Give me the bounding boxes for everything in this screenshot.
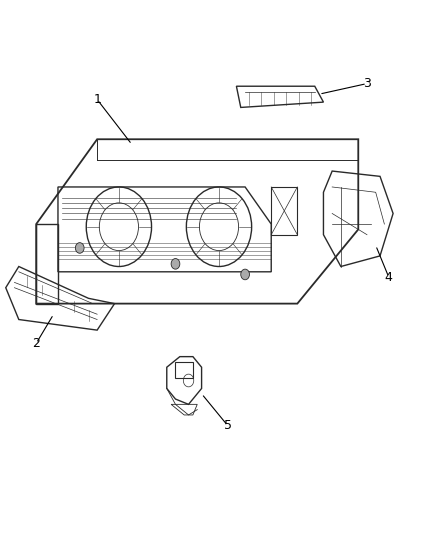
Circle shape xyxy=(75,243,84,253)
Circle shape xyxy=(171,259,180,269)
Text: 4: 4 xyxy=(385,271,393,284)
Text: 3: 3 xyxy=(363,77,371,90)
Text: 2: 2 xyxy=(32,337,40,350)
Circle shape xyxy=(241,269,250,280)
Text: 1: 1 xyxy=(93,93,101,106)
Text: 5: 5 xyxy=(224,419,232,432)
